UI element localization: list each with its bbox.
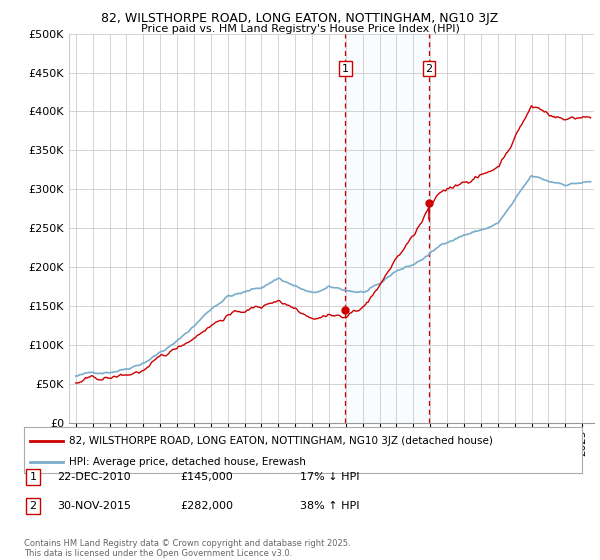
Text: Price paid vs. HM Land Registry's House Price Index (HPI): Price paid vs. HM Land Registry's House … bbox=[140, 24, 460, 34]
Text: 82, WILSTHORPE ROAD, LONG EATON, NOTTINGHAM, NG10 3JZ: 82, WILSTHORPE ROAD, LONG EATON, NOTTING… bbox=[101, 12, 499, 25]
Text: 1: 1 bbox=[29, 472, 37, 482]
Text: 2: 2 bbox=[29, 501, 37, 511]
Bar bbox=[346, 34, 429, 423]
Text: 22-DEC-2010: 22-DEC-2010 bbox=[57, 472, 131, 482]
Text: 1: 1 bbox=[342, 64, 349, 73]
Text: £145,000: £145,000 bbox=[180, 472, 233, 482]
Text: 38% ↑ HPI: 38% ↑ HPI bbox=[300, 501, 359, 511]
Text: 30-NOV-2015: 30-NOV-2015 bbox=[57, 501, 131, 511]
Text: 2: 2 bbox=[425, 64, 433, 73]
Text: 82, WILSTHORPE ROAD, LONG EATON, NOTTINGHAM, NG10 3JZ (detached house): 82, WILSTHORPE ROAD, LONG EATON, NOTTING… bbox=[68, 436, 493, 446]
Text: Contains HM Land Registry data © Crown copyright and database right 2025.
This d: Contains HM Land Registry data © Crown c… bbox=[24, 539, 350, 558]
Text: 17% ↓ HPI: 17% ↓ HPI bbox=[300, 472, 359, 482]
Text: £282,000: £282,000 bbox=[180, 501, 233, 511]
Text: HPI: Average price, detached house, Erewash: HPI: Average price, detached house, Erew… bbox=[68, 457, 305, 466]
